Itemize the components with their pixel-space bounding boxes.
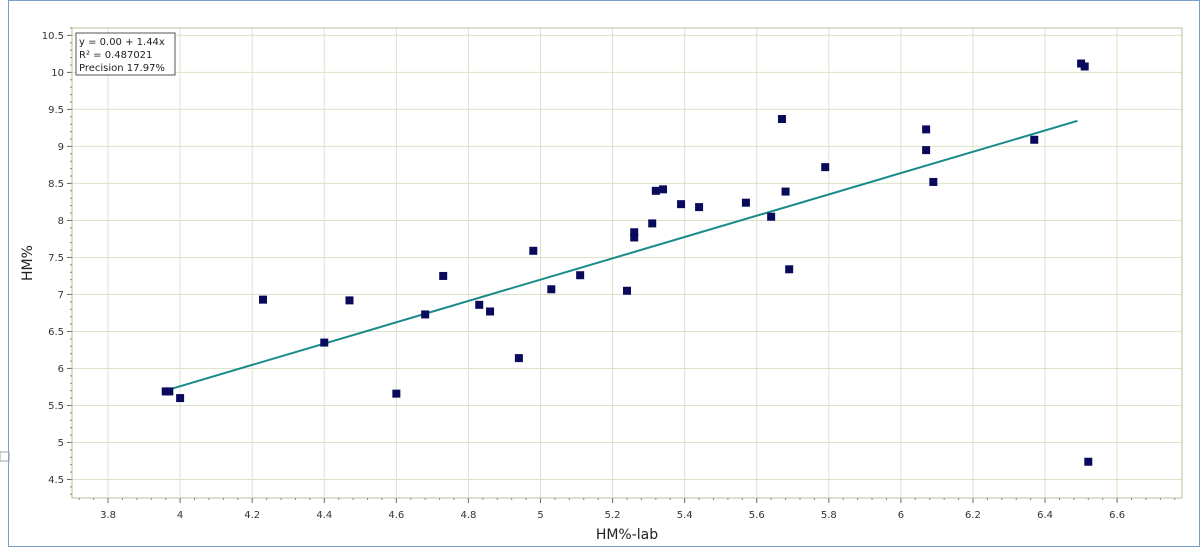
stats-box: y = 0.00 + 1.44x R² = 0.487021 Precision… (75, 32, 176, 76)
y-tick-label: 9.5 (48, 105, 64, 116)
x-tick-label: 3.8 (100, 510, 116, 521)
data-point (651, 186, 660, 195)
data-point (1084, 457, 1093, 466)
data-points (161, 59, 1093, 466)
x-tick-label: 6.4 (1037, 510, 1053, 521)
x-tick-label: 6.2 (965, 510, 981, 521)
data-point (486, 307, 495, 316)
data-point (345, 296, 354, 305)
x-axis: 3.8 4 4.2 4.4 4.6 4.8 5 5.2 5.4 5.6 5.8 6 6.2 6.4 6.6 (78, 498, 1176, 521)
data-point (576, 271, 585, 280)
data-point (421, 310, 430, 319)
y-tick-label: 8.5 (48, 179, 64, 190)
x-axis-title: HM%-lab (596, 527, 658, 543)
grid-lines (72, 28, 1182, 498)
x-tick-label: 6 (898, 510, 904, 521)
data-point (677, 200, 686, 209)
x-tick-label: 4.4 (316, 510, 332, 521)
y-tick-label: 6 (58, 364, 64, 375)
data-point (514, 354, 523, 363)
y-tick-label: 4.5 (48, 475, 64, 486)
y-tick-label: 6.5 (48, 327, 64, 338)
data-point (785, 265, 794, 274)
y-tick-label: 7.5 (48, 253, 64, 264)
data-point (630, 228, 639, 237)
data-point (176, 394, 185, 403)
r-squared: R² = 0.487021 (79, 50, 152, 61)
y-axis-title: HM% (20, 245, 36, 281)
data-point (695, 203, 704, 212)
data-point (777, 115, 786, 124)
data-point (741, 198, 750, 207)
data-point (630, 233, 639, 242)
x-tick-label: 6.6 (1109, 510, 1125, 521)
x-tick-label: 5.4 (677, 510, 693, 521)
data-point (439, 271, 448, 280)
y-tick-label: 8 (58, 216, 64, 227)
data-point (821, 163, 830, 172)
y-tick-label: 10 (51, 68, 64, 79)
precision: Precision 17.97% (79, 63, 165, 74)
y-tick-label: 5.5 (48, 401, 64, 412)
data-point (547, 285, 556, 294)
x-tick-label: 5.2 (605, 510, 621, 521)
data-point (922, 125, 931, 134)
data-point (529, 246, 538, 255)
data-point (1030, 135, 1039, 144)
y-axis: 4.5 5 5.5 6 6.5 7 7.5 8 8.5 9 9.5 10 10.5 (42, 27, 72, 495)
data-point (165, 387, 174, 396)
window-frame (8, 0, 1200, 547)
data-point (922, 146, 931, 155)
y-tick-label: 9 (58, 142, 64, 153)
data-point (929, 177, 938, 186)
y-tick-label: 7 (58, 290, 64, 301)
data-point (781, 187, 790, 196)
x-tick-label: 4.2 (244, 510, 260, 521)
data-point (475, 300, 484, 309)
x-tick-label: 4.8 (460, 510, 476, 521)
data-point (648, 219, 657, 228)
x-tick-label: 5 (537, 510, 543, 521)
x-tick-label: 4.6 (388, 510, 404, 521)
data-point (1080, 62, 1089, 71)
x-tick-label: 5.6 (749, 510, 765, 521)
data-point (259, 295, 268, 304)
y-tick-label: 5 (58, 438, 64, 449)
data-point (623, 286, 631, 295)
x-tick-label: 5.8 (821, 510, 837, 521)
stats-box-border (75, 32, 176, 76)
frame-edge-marker (0, 451, 10, 462)
data-point (320, 338, 329, 347)
regression-equation: y = 0.00 + 1.44x (79, 37, 165, 48)
data-point (392, 389, 401, 398)
x-tick-label: 4 (177, 510, 183, 521)
y-tick-label: 10.5 (42, 31, 64, 42)
data-point (659, 185, 668, 194)
data-point (767, 212, 776, 221)
